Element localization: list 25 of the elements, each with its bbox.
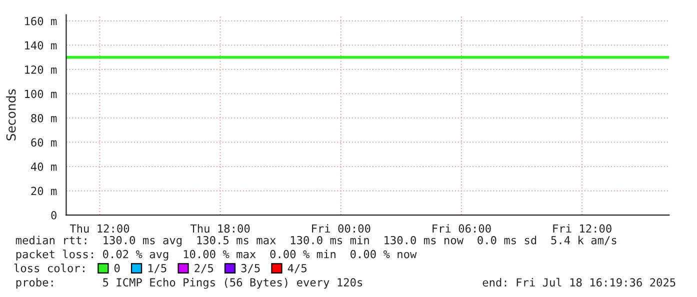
legend-label: 1/5 (148, 264, 166, 274)
y-tick-label: 60 m (31, 138, 57, 147)
y-tick-label: 80 m (31, 114, 57, 122)
legend-label: 3/5 (241, 264, 260, 274)
y-tick-label: 0 (51, 211, 56, 220)
legend-label: 0 (114, 264, 120, 272)
x-tick-label: Fri 12:00 (553, 224, 612, 233)
y-tick-label: 160 m (25, 16, 57, 26)
y-tick-label: 140 m (25, 41, 57, 50)
y-tick-label: 100 m (25, 90, 57, 98)
x-tick-label: Fri 06:00 (432, 224, 491, 233)
x-tick-label: Fri 00:00 (312, 224, 370, 233)
text: end: Fri Jul 18 16:19:36 2025 (482, 278, 676, 287)
legend-label: 2/5 (194, 264, 214, 274)
text: packet loss: 0.02 % avg 10.00 % max 0.00 % min 0.00 % now (16, 250, 417, 261)
y-axis-title: Seconds (6, 89, 16, 140)
text: median rtt: 130.0 ms avg 130.5 ms max 130.0 ms min 130.0 ms now 0.0 ms sd 5.4 k am/s (16, 236, 616, 247)
y-tick-label: 120 m (25, 65, 57, 74)
y-tick-label: 20 m (31, 186, 57, 196)
legend-title: loss color: (14, 264, 84, 272)
text: probe: 5 ICMP Echo Pings (56 Bytes) every 120s (16, 278, 362, 289)
x-tick-label: Thu 18:00 (190, 224, 250, 233)
x-tick-label: Thu 12:00 (70, 224, 130, 233)
y-tick-label: 40 m (30, 162, 57, 171)
legend-label: 4/5 (288, 264, 306, 274)
